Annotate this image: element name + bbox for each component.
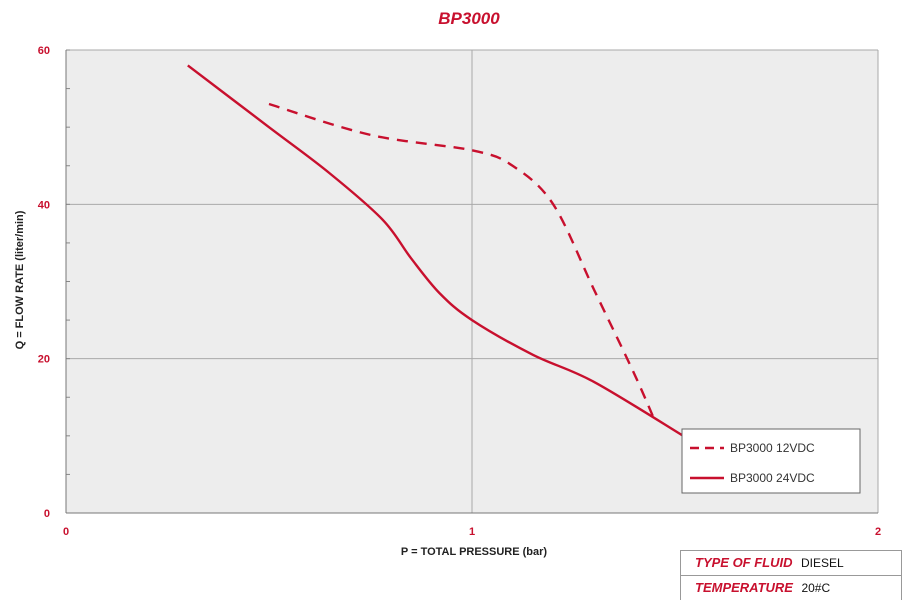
- series-line-12vdc: [268, 102, 656, 421]
- axes: 0 20 40 60 0 1 2: [38, 45, 881, 538]
- x-axis-title: P = TOTAL PRESSURE (bar): [401, 546, 548, 558]
- info-key-fluid: TYPE OF FLUID: [695, 555, 793, 570]
- info-value-fluid: DIESEL: [800, 556, 844, 570]
- series-layer: [187, 64, 684, 437]
- legend-label-12vdc: BP3000 12VDC: [730, 441, 815, 455]
- y-tick-label: 0: [44, 508, 50, 520]
- legend: BP3000 12VDC BP3000 24VDC: [681, 428, 861, 494]
- info-key-temperature: TEMPERATURE: [695, 580, 793, 595]
- y-axis-title: Q = FLOW RATE (liter/min): [14, 210, 26, 349]
- legend-label-24vdc: BP3000 24VDC: [730, 471, 815, 485]
- chart-title: BP3000: [438, 9, 500, 28]
- x-tick-label: 0: [63, 526, 69, 538]
- info-row-temperature: TEMPERATURE 20#C: [680, 575, 902, 600]
- y-tick-label: 20: [38, 354, 50, 366]
- grid-lines: [66, 49, 879, 513]
- info-table: TYPE OF FLUID DIESEL TEMPERATURE 20#C: [680, 550, 902, 600]
- y-tick-label: 60: [38, 45, 50, 57]
- legend-box: [681, 428, 861, 494]
- info-row-fluid: TYPE OF FLUID DIESEL: [680, 550, 902, 576]
- x-tick-label: 1: [469, 526, 475, 538]
- x-tick-label: 2: [875, 526, 881, 538]
- y-tick-label: 40: [38, 199, 50, 211]
- series-line-24vdc: [187, 64, 684, 437]
- info-value-temperature: 20#C: [801, 581, 831, 595]
